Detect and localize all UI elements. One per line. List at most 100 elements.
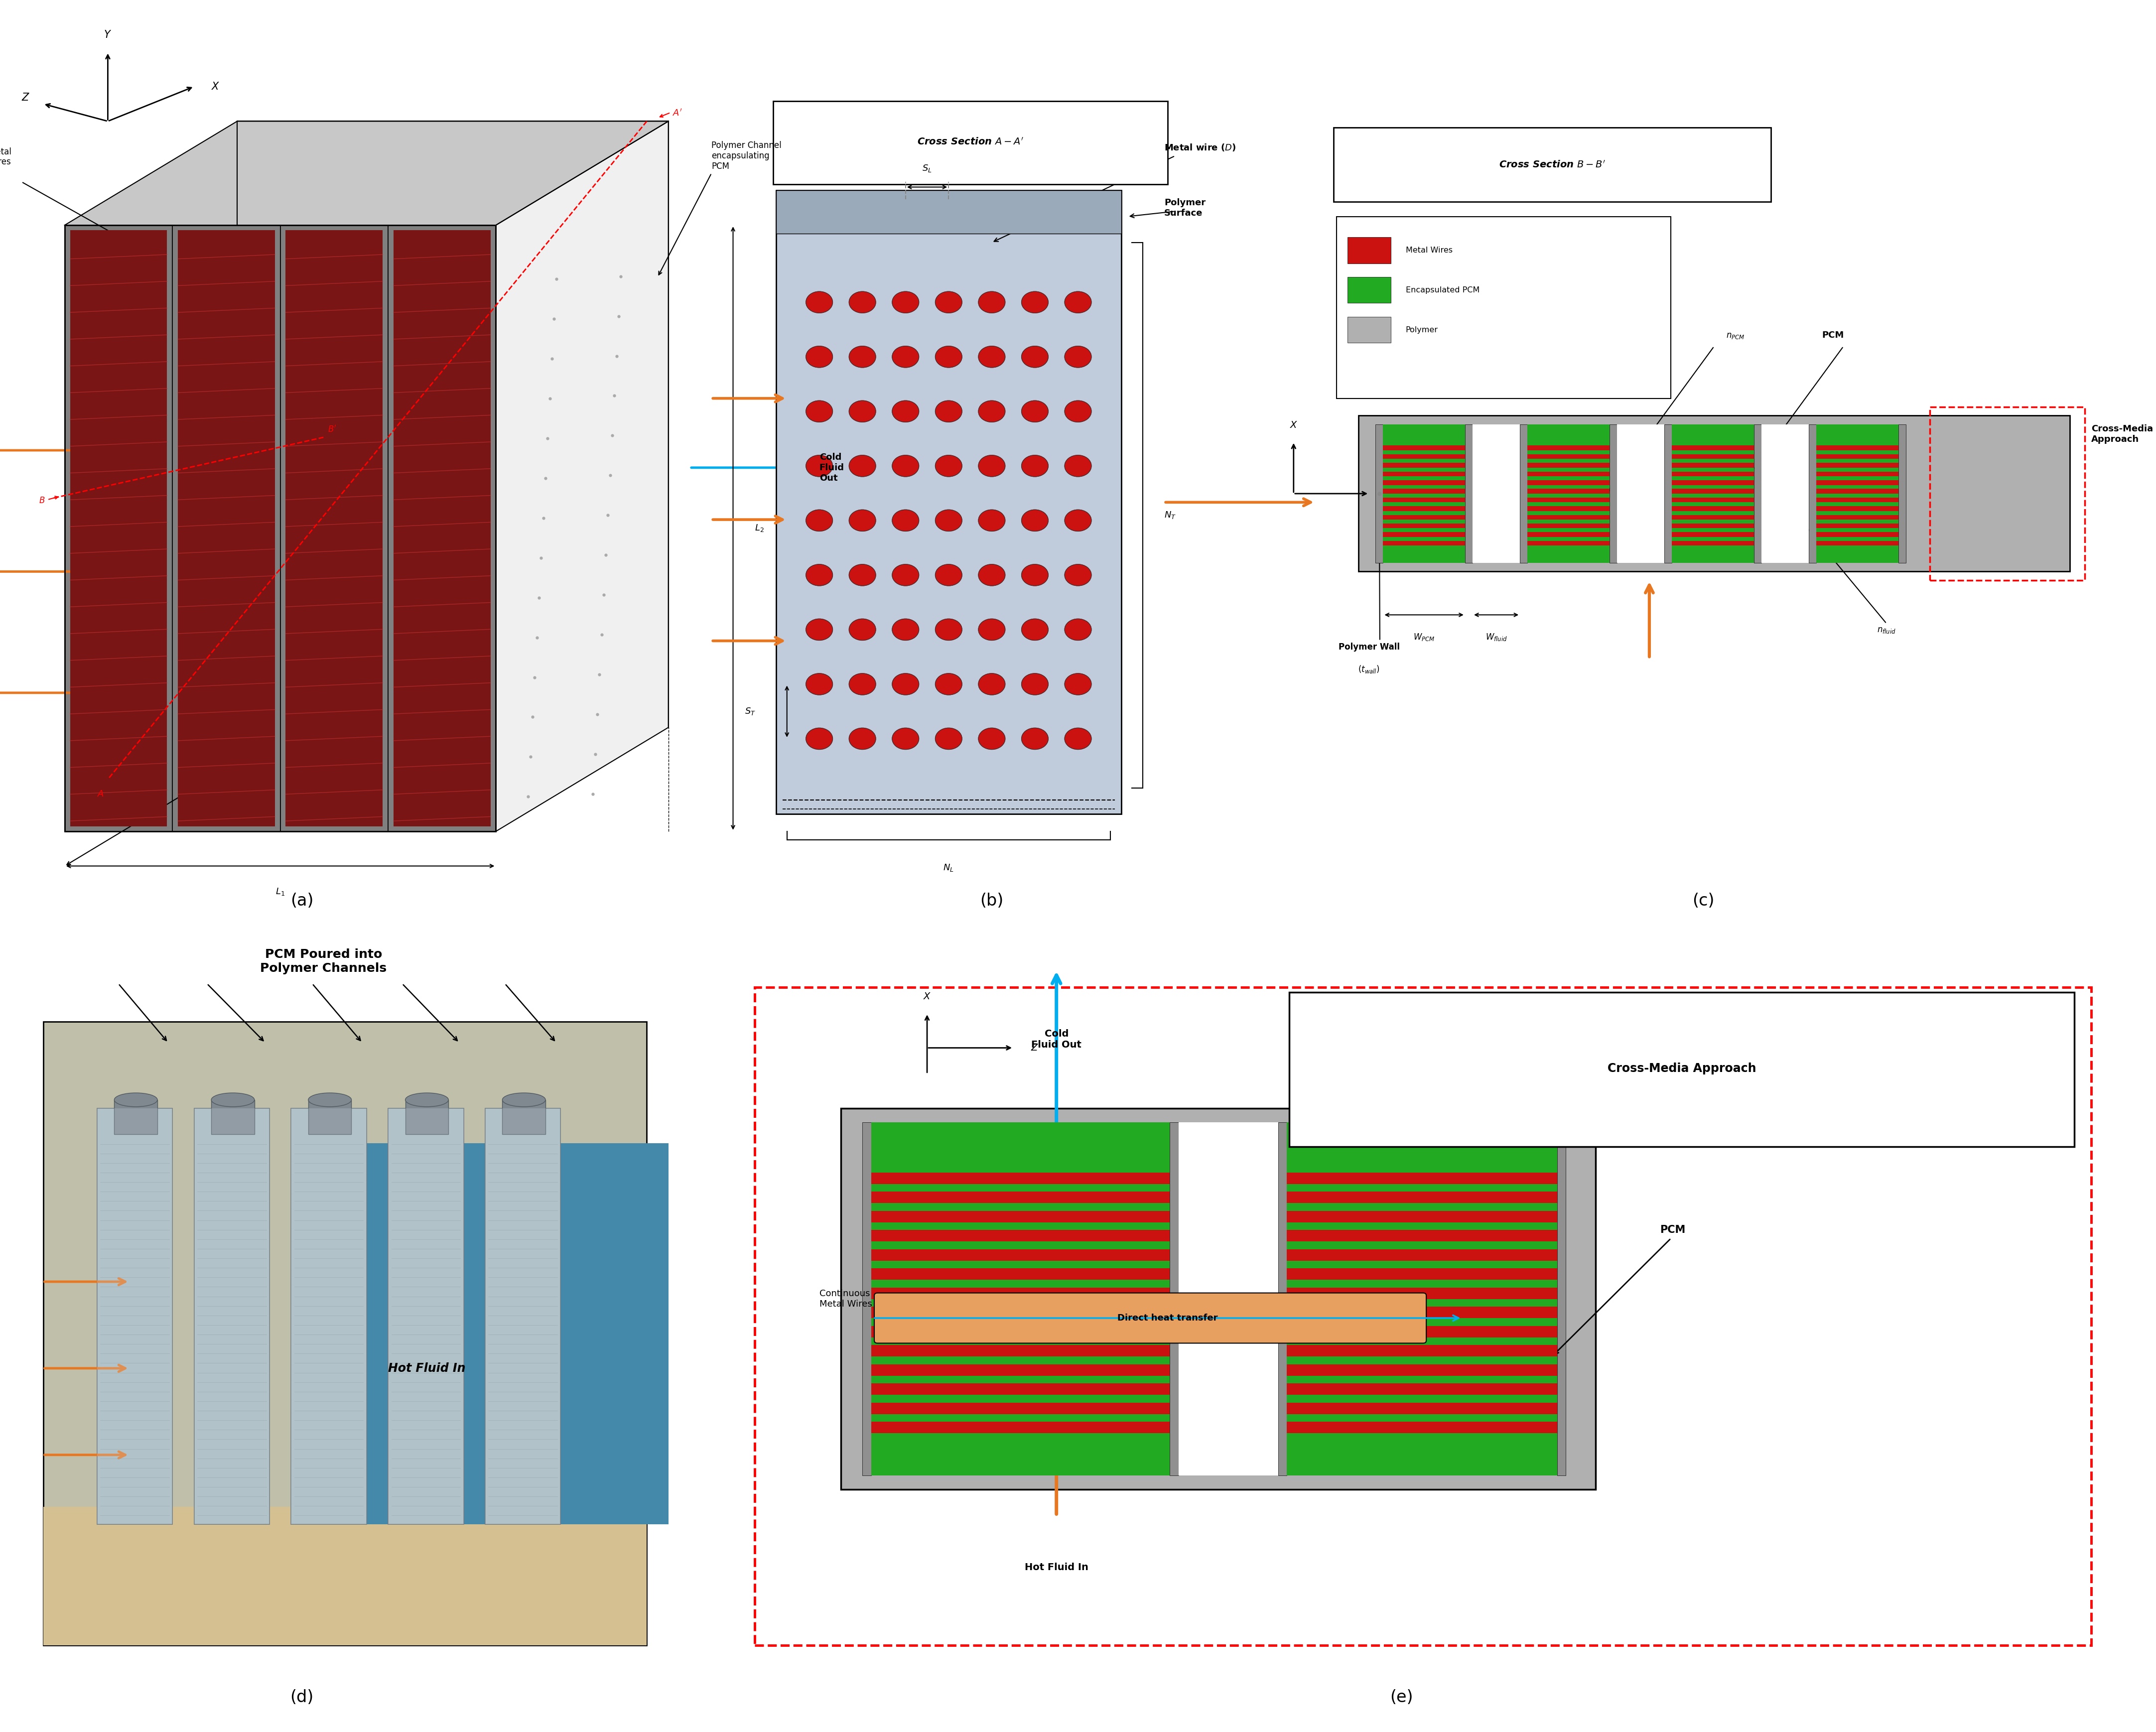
Text: $n_{PCM}$: $n_{PCM}$ [1727, 331, 1744, 339]
Circle shape [806, 674, 832, 695]
Bar [177, 230, 274, 826]
Bar [1815, 546, 1897, 563]
Bar [1348, 237, 1391, 263]
Bar [1617, 424, 1664, 563]
FancyBboxPatch shape [875, 1292, 1427, 1344]
Bar [1815, 471, 1897, 476]
FancyBboxPatch shape [1332, 128, 1772, 203]
Text: (e): (e) [1391, 1689, 1412, 1706]
Text: $Z$: $Z$ [1031, 1043, 1039, 1053]
Bar [871, 1192, 1171, 1204]
Bar [1384, 532, 1464, 537]
Bar [1287, 1413, 1557, 1422]
Bar [871, 1413, 1171, 1422]
Bar [1287, 1306, 1557, 1318]
Bar [871, 1318, 1171, 1327]
Bar [871, 1346, 1171, 1356]
Bar [1671, 514, 1753, 520]
Bar [1384, 528, 1464, 532]
Circle shape [936, 674, 962, 695]
Text: (b): (b) [981, 892, 1003, 909]
Bar [871, 1306, 1171, 1318]
Text: $L_3$: $L_3$ [125, 800, 134, 811]
Circle shape [893, 727, 918, 750]
Bar [871, 1287, 1171, 1299]
Bar [1384, 462, 1464, 468]
Text: PCM: PCM [1660, 1225, 1686, 1235]
Text: Hot Fluid In: Hot Fluid In [388, 1363, 466, 1373]
Circle shape [979, 618, 1005, 641]
Bar [1358, 416, 2070, 572]
Bar [291, 1108, 367, 1524]
Bar [871, 1422, 1171, 1434]
Bar [871, 1356, 1171, 1365]
Circle shape [1065, 400, 1091, 423]
Bar [1287, 1337, 1557, 1346]
Circle shape [1065, 509, 1091, 532]
Bar [776, 191, 1121, 234]
Text: $X$: $X$ [923, 992, 931, 1001]
Bar [1671, 459, 1753, 462]
Text: Direct heat transfer: Direct heat transfer [1117, 1313, 1218, 1323]
Circle shape [936, 727, 962, 750]
Bar [1384, 485, 1464, 488]
Bar [388, 1108, 464, 1524]
Bar [1930, 407, 2085, 580]
Bar [871, 1337, 1171, 1346]
Circle shape [849, 618, 875, 641]
Bar [871, 1122, 1171, 1164]
Bar [1337, 216, 1671, 398]
Circle shape [1022, 618, 1048, 641]
Circle shape [1022, 674, 1048, 695]
Bar [194, 1108, 270, 1524]
Bar [69, 230, 166, 826]
Bar [1384, 468, 1464, 471]
Text: $Z$: $Z$ [1384, 488, 1393, 499]
Bar [405, 1100, 448, 1134]
Bar [1287, 1346, 1557, 1356]
Bar [1287, 1211, 1557, 1223]
Text: $L_1$: $L_1$ [276, 887, 285, 897]
Bar [1526, 537, 1608, 540]
Bar [1671, 485, 1753, 488]
Ellipse shape [308, 1093, 351, 1107]
Bar [502, 1100, 545, 1134]
Bar [1526, 514, 1608, 520]
Bar [1287, 1384, 1557, 1394]
Circle shape [1022, 400, 1048, 423]
Text: $B'$: $B'$ [328, 424, 336, 435]
Circle shape [979, 456, 1005, 476]
Circle shape [849, 456, 875, 476]
Bar [1384, 450, 1464, 454]
Circle shape [849, 727, 875, 750]
Bar [871, 1434, 1171, 1476]
Text: Continuous
Metal Wires: Continuous Metal Wires [819, 1289, 871, 1309]
Bar [871, 1268, 1171, 1280]
Circle shape [1065, 727, 1091, 750]
Bar [388, 225, 496, 831]
Bar [871, 1261, 1171, 1268]
Bar [1171, 1122, 1179, 1476]
Bar [1384, 502, 1464, 506]
Bar [1815, 445, 1897, 450]
Text: Cross-Media
Approach: Cross-Media Approach [2091, 424, 2154, 443]
Bar [1384, 445, 1464, 450]
Bar [1526, 506, 1608, 511]
Bar [1671, 506, 1753, 511]
Circle shape [1022, 727, 1048, 750]
Bar [871, 1242, 1171, 1249]
Text: Polymer: Polymer [1406, 326, 1438, 334]
Bar [1287, 1249, 1557, 1261]
Bar [1384, 511, 1464, 514]
Polygon shape [496, 121, 668, 831]
Bar [871, 1223, 1171, 1230]
Circle shape [1065, 346, 1091, 367]
Bar [1473, 424, 1520, 563]
Bar [1671, 488, 1753, 494]
Circle shape [849, 565, 875, 585]
Text: (c): (c) [1692, 892, 1714, 909]
Bar [1671, 511, 1753, 514]
Circle shape [893, 509, 918, 532]
Bar [1384, 520, 1464, 523]
Bar [280, 225, 388, 831]
